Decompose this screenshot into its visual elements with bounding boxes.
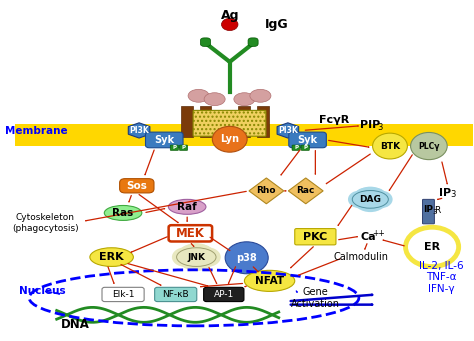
Polygon shape [277, 123, 299, 138]
Ellipse shape [168, 199, 206, 214]
Text: P: P [173, 145, 176, 150]
Text: Syk: Syk [154, 135, 174, 145]
Text: 3: 3 [433, 209, 437, 215]
FancyBboxPatch shape [204, 287, 244, 301]
Text: DAG: DAG [359, 195, 381, 204]
Bar [181, 106, 193, 136]
Circle shape [225, 242, 268, 274]
Bar [16, 124, 474, 146]
Text: P: P [182, 145, 185, 150]
FancyBboxPatch shape [295, 228, 336, 245]
Text: IP: IP [439, 188, 451, 197]
Circle shape [369, 191, 392, 208]
Text: Calmodulin: Calmodulin [334, 252, 389, 262]
Text: ++: ++ [372, 229, 385, 238]
Circle shape [373, 133, 407, 159]
Circle shape [348, 191, 372, 208]
Text: Membrane: Membrane [5, 127, 67, 136]
Circle shape [212, 127, 247, 152]
Text: P: P [303, 145, 307, 150]
Bar [257, 106, 269, 136]
Text: Gene
Activation: Gene Activation [291, 287, 340, 309]
Text: FcγR: FcγR [319, 115, 349, 125]
FancyBboxPatch shape [155, 287, 197, 301]
FancyBboxPatch shape [119, 179, 154, 193]
FancyBboxPatch shape [170, 145, 179, 150]
FancyBboxPatch shape [179, 145, 188, 150]
Polygon shape [128, 123, 150, 138]
Circle shape [186, 245, 207, 260]
Text: Ras: Ras [112, 208, 134, 218]
Polygon shape [249, 178, 284, 204]
FancyBboxPatch shape [292, 145, 300, 150]
Text: PI3K: PI3K [129, 126, 149, 135]
Circle shape [353, 187, 387, 212]
Text: Sos: Sos [127, 181, 147, 191]
Text: NFAT: NFAT [255, 276, 284, 286]
Text: MEK: MEK [176, 227, 205, 240]
Text: NF-κB: NF-κB [163, 290, 189, 299]
Text: 3: 3 [450, 191, 456, 199]
FancyBboxPatch shape [169, 225, 212, 241]
Circle shape [194, 247, 221, 267]
FancyBboxPatch shape [146, 132, 183, 148]
Text: AP-1: AP-1 [214, 290, 234, 299]
Text: PI3K: PI3K [278, 126, 298, 135]
Ellipse shape [245, 270, 295, 292]
Ellipse shape [90, 248, 133, 266]
FancyBboxPatch shape [289, 132, 326, 148]
Text: Raf: Raf [177, 202, 197, 212]
Text: Nucleus: Nucleus [18, 286, 65, 296]
Text: R: R [435, 206, 441, 215]
Circle shape [172, 247, 198, 267]
Circle shape [355, 188, 375, 203]
Text: PLCγ: PLCγ [418, 142, 440, 150]
FancyBboxPatch shape [422, 199, 434, 224]
Text: 3: 3 [378, 122, 383, 132]
Text: Rac: Rac [297, 187, 315, 195]
Text: ERK: ERK [100, 252, 124, 262]
Ellipse shape [104, 206, 142, 220]
Text: PKC: PKC [303, 232, 328, 242]
Circle shape [191, 244, 213, 261]
FancyBboxPatch shape [201, 38, 210, 46]
Circle shape [361, 188, 380, 202]
Circle shape [406, 227, 459, 267]
Polygon shape [288, 178, 323, 204]
Ellipse shape [204, 93, 225, 106]
Text: Ca: Ca [360, 232, 376, 242]
Circle shape [178, 243, 215, 271]
FancyBboxPatch shape [301, 145, 310, 150]
FancyBboxPatch shape [248, 38, 258, 46]
Circle shape [221, 18, 238, 31]
Circle shape [410, 132, 447, 160]
Text: Rho: Rho [256, 187, 276, 195]
Text: IP: IP [423, 205, 433, 214]
Text: JNK: JNK [187, 253, 205, 262]
Text: DNA: DNA [61, 318, 90, 331]
Text: P: P [294, 145, 298, 150]
Text: p38: p38 [237, 253, 257, 263]
Ellipse shape [188, 89, 209, 102]
Text: IL-2, IL-6
TNF-α
IFN-γ: IL-2, IL-6 TNF-α IFN-γ [419, 261, 464, 294]
Text: Ag: Ag [220, 10, 239, 23]
Text: PIP: PIP [360, 120, 381, 130]
Bar [238, 106, 250, 136]
FancyBboxPatch shape [102, 287, 144, 301]
Text: Elk-1: Elk-1 [112, 290, 134, 299]
Text: IgG: IgG [264, 18, 288, 31]
Text: BTK: BTK [380, 142, 400, 150]
Circle shape [365, 188, 386, 203]
Ellipse shape [250, 89, 271, 102]
Circle shape [180, 244, 202, 261]
Text: ER: ER [424, 242, 440, 252]
Bar [200, 106, 211, 136]
Ellipse shape [234, 93, 255, 106]
Text: Cytoskeleton
(phagocytosis): Cytoskeleton (phagocytosis) [12, 213, 79, 233]
FancyBboxPatch shape [193, 110, 266, 136]
Text: Syk: Syk [298, 135, 318, 145]
Text: Lyn: Lyn [220, 134, 239, 144]
